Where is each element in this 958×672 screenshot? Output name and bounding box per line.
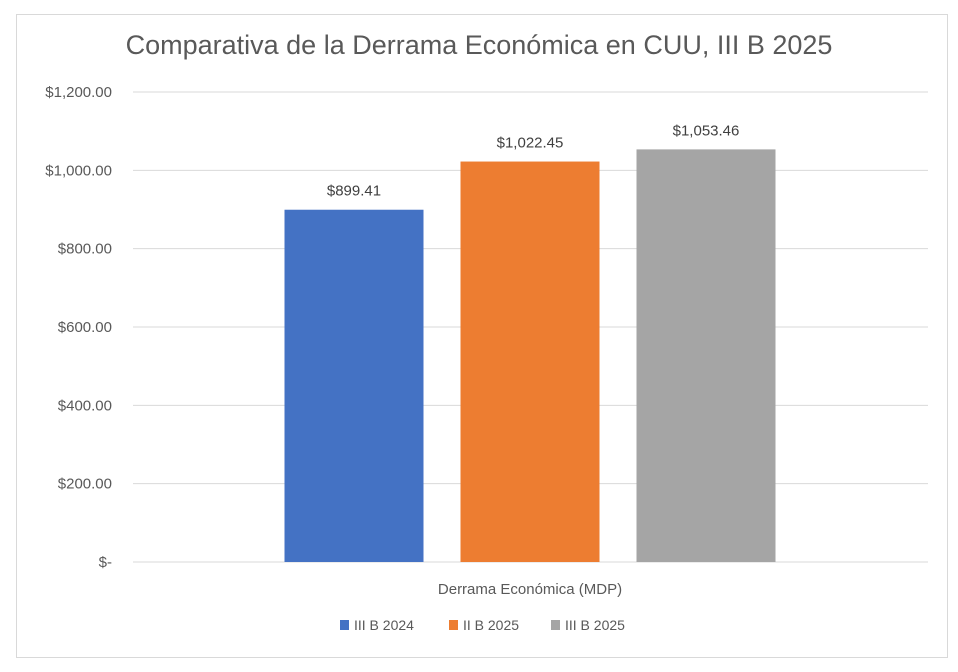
legend-swatch bbox=[551, 620, 560, 630]
data-label: $899.41 bbox=[327, 183, 381, 200]
bar-iii-b-2024 bbox=[284, 209, 424, 562]
bars bbox=[284, 149, 776, 563]
legend-label: III B 2024 bbox=[354, 617, 414, 633]
x-axis-categories: Derrama Económica (MDP) bbox=[438, 581, 622, 598]
y-axis-ticks: $- $200.00 $400.00 $600.00 $800.00 $1,000.00 $… bbox=[45, 84, 112, 571]
legend-label: III B 2025 bbox=[565, 617, 625, 633]
data-label: $1,022.45 bbox=[497, 135, 564, 152]
bar-iii-b-2025 bbox=[636, 149, 776, 562]
y-tick-label: $800.00 bbox=[58, 241, 112, 258]
y-tick-label: $200.00 bbox=[58, 476, 112, 493]
y-tick-label: $600.00 bbox=[58, 319, 112, 336]
y-tick-label: $- bbox=[99, 554, 112, 571]
data-label: $1,053.46 bbox=[673, 122, 740, 139]
legend-label: II B 2025 bbox=[463, 617, 519, 633]
bar-ii-b-2025 bbox=[460, 161, 600, 563]
data-labels: $899.41 $1,022.45 $1,053.46 bbox=[327, 122, 739, 199]
x-category-label: Derrama Económica (MDP) bbox=[438, 581, 622, 598]
y-tick-label: $1,200.00 bbox=[45, 84, 112, 101]
legend: III B 2024 II B 2025 III B 2025 bbox=[340, 617, 625, 633]
y-tick-label: $400.00 bbox=[58, 397, 112, 414]
chart-title: Comparativa de la Derrama Económica en C… bbox=[125, 30, 833, 60]
y-tick-label: $1,000.00 bbox=[45, 162, 112, 179]
legend-swatch bbox=[449, 620, 458, 630]
legend-swatch bbox=[340, 620, 349, 630]
